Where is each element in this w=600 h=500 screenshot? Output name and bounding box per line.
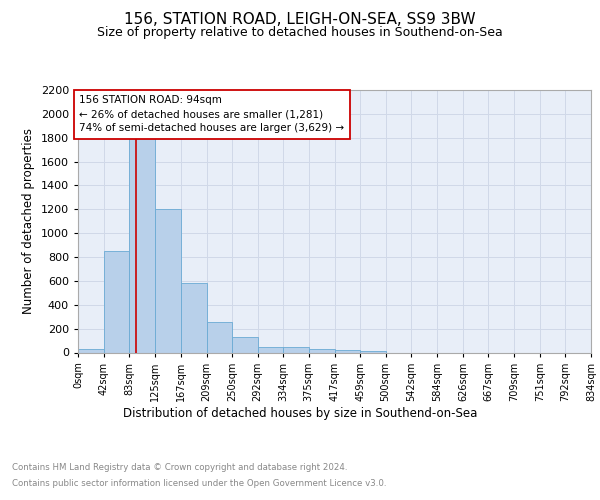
Bar: [181, 282, 206, 352]
Text: 156, STATION ROAD, LEIGH-ON-SEA, SS9 3BW: 156, STATION ROAD, LEIGH-ON-SEA, SS9 3BW: [124, 12, 476, 28]
Bar: [206, 322, 232, 352]
Text: 156 STATION ROAD: 94sqm
← 26% of detached houses are smaller (1,281)
74% of semi: 156 STATION ROAD: 94sqm ← 26% of detache…: [79, 96, 344, 134]
Bar: [308, 349, 335, 352]
Bar: [257, 347, 283, 352]
Y-axis label: Number of detached properties: Number of detached properties: [22, 128, 35, 314]
Text: Size of property relative to detached houses in Southend-on-Sea: Size of property relative to detached ho…: [97, 26, 503, 39]
Bar: [78, 349, 104, 352]
Bar: [104, 251, 129, 352]
Bar: [335, 350, 361, 352]
Bar: [283, 347, 308, 352]
Text: Distribution of detached houses by size in Southend-on-Sea: Distribution of detached houses by size …: [123, 408, 477, 420]
Bar: [129, 138, 155, 352]
Text: Contains public sector information licensed under the Open Government Licence v3: Contains public sector information licen…: [12, 479, 386, 488]
Bar: [361, 350, 386, 352]
Text: Contains HM Land Registry data © Crown copyright and database right 2024.: Contains HM Land Registry data © Crown c…: [12, 462, 347, 471]
Bar: [232, 337, 257, 352]
Bar: [155, 210, 181, 352]
